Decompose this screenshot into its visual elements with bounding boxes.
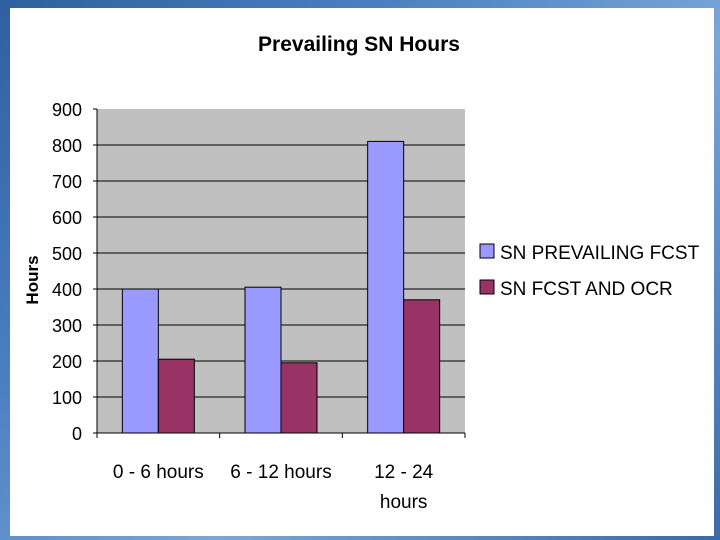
plot-area: 0 100 200 300 400 500 600 700 800 900 0 - 6 hours 6… xyxy=(52,100,466,513)
x-category-label-line: hours xyxy=(380,492,428,513)
y-tick-label: 900 xyxy=(52,100,82,120)
y-tick-label: 700 xyxy=(52,172,82,192)
y-tick-label: 300 xyxy=(52,316,82,336)
chart-title: Prevailing SN Hours xyxy=(258,33,460,56)
y-tick-label: 200 xyxy=(52,352,82,372)
x-category-label: 12 - 24 hours xyxy=(374,462,434,513)
chart-frame: Prevailing SN Hours Hours 0 100 200 300 400 5… xyxy=(10,8,714,536)
legend-label: SN FCST AND OCR xyxy=(500,279,673,300)
y-tick-label: 0 xyxy=(72,424,82,444)
bar xyxy=(157,358,195,434)
bar-chart: Prevailing SN Hours Hours 0 100 200 300 400 5… xyxy=(23,33,700,513)
legend-swatch xyxy=(479,243,495,259)
y-tick-label: 600 xyxy=(52,208,82,228)
bar xyxy=(367,140,405,434)
bar xyxy=(244,286,282,434)
bar xyxy=(280,362,318,434)
x-category-label-line: 6 - 12 hours xyxy=(230,462,331,483)
y-tick-label: 400 xyxy=(52,280,82,300)
x-category-label-line: 12 - 24 xyxy=(374,462,434,483)
y-tick-label: 500 xyxy=(52,244,82,264)
x-category-label: 0 - 6 hours xyxy=(113,462,204,483)
y-axis-label: Hours xyxy=(23,255,42,304)
y-tick-label: 100 xyxy=(52,388,82,408)
y-tick-label: 800 xyxy=(52,136,82,156)
legend-swatch xyxy=(479,279,495,295)
x-category-label: 6 - 12 hours xyxy=(230,462,331,483)
x-category-label-line: 0 - 6 hours xyxy=(113,462,204,483)
legend: SN PREVAILING FCST SN FCST AND OCR xyxy=(479,243,700,300)
bar xyxy=(121,288,159,434)
bar xyxy=(403,299,441,434)
legend-label: SN PREVAILING FCST xyxy=(500,243,700,264)
